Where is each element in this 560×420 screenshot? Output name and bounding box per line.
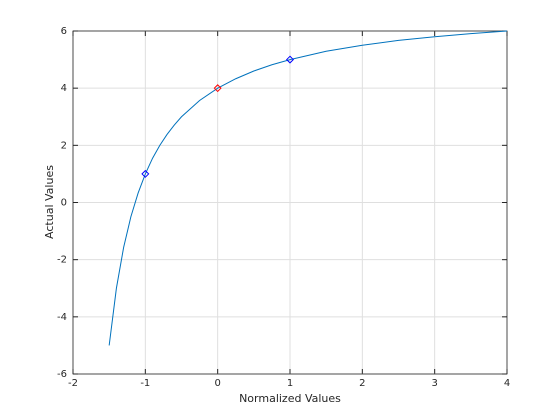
axes-box (72, 30, 508, 375)
y-tick-label: 6 (61, 26, 67, 37)
data-point (213, 84, 222, 93)
y-tick-label: 2 (61, 140, 67, 151)
data-line (108, 30, 508, 346)
x-tick-label: 2 (359, 378, 365, 389)
x-tick-label: -1 (140, 378, 150, 389)
x-tick-label: -2 (68, 378, 78, 389)
y-tick-label: -6 (57, 369, 67, 380)
y-tick-label: -4 (57, 312, 67, 323)
y-axis-label: Actual Values (43, 165, 56, 239)
x-tick-label: 1 (287, 378, 293, 389)
y-tick-label: 4 (61, 83, 67, 94)
x-tick-label: 0 (214, 378, 220, 389)
y-tick-label: -2 (57, 255, 67, 266)
x-axis-label: Normalized Values (239, 392, 341, 405)
x-tick-label: 3 (431, 378, 437, 389)
y-tick-label: 0 (61, 198, 67, 209)
x-tick-label: 4 (504, 378, 510, 389)
data-point (285, 55, 295, 64)
data-point (141, 169, 150, 178)
